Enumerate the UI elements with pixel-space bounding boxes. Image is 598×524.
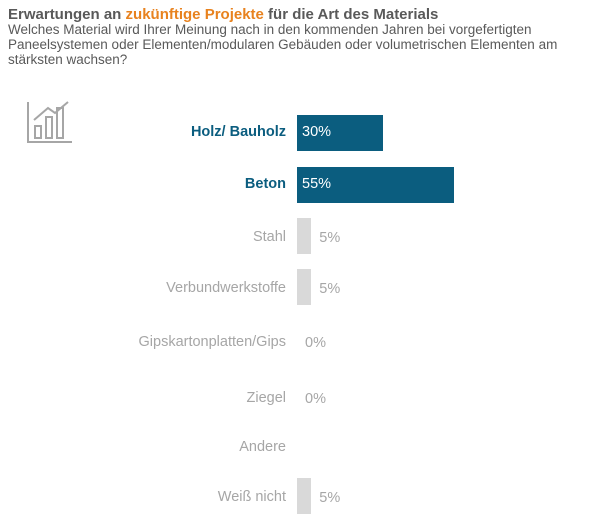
category-label: Ziegel <box>246 390 287 406</box>
chart-subtitle: Welches Material wird Ihrer Meinung nach… <box>8 22 558 67</box>
title-highlight: zukünftige Projekte <box>125 6 264 23</box>
value-label: 0% <box>305 335 326 351</box>
category-label: Beton <box>244 176 286 192</box>
bar-chart-icon <box>27 101 72 143</box>
category-label: Stahl <box>252 229 286 245</box>
value-label: 5% <box>319 281 341 297</box>
category-label: Weiß nicht <box>217 489 286 505</box>
title-pre: Erwartungen an <box>8 6 126 23</box>
category-label: Verbundwerkstoffe <box>166 280 286 296</box>
bar <box>297 269 312 305</box>
value-label: 0% <box>305 391 326 407</box>
value-label: 5% <box>319 230 341 246</box>
category-label: Holz/ Bauholz <box>190 124 286 140</box>
category-label: Andere <box>239 439 286 455</box>
category-label: Gipskartonplatten/Gips <box>138 334 287 350</box>
bar <box>297 167 455 203</box>
title-post: für die Art des Materials <box>263 6 439 23</box>
bar <box>297 115 383 151</box>
chart-title: Erwartungen an zukünftige Projekte für d… <box>8 6 438 23</box>
bar <box>297 218 312 254</box>
bar <box>297 478 312 514</box>
value-label: 5% <box>319 490 341 506</box>
value-label: 55% <box>302 176 332 192</box>
value-label: 30% <box>302 124 332 140</box>
